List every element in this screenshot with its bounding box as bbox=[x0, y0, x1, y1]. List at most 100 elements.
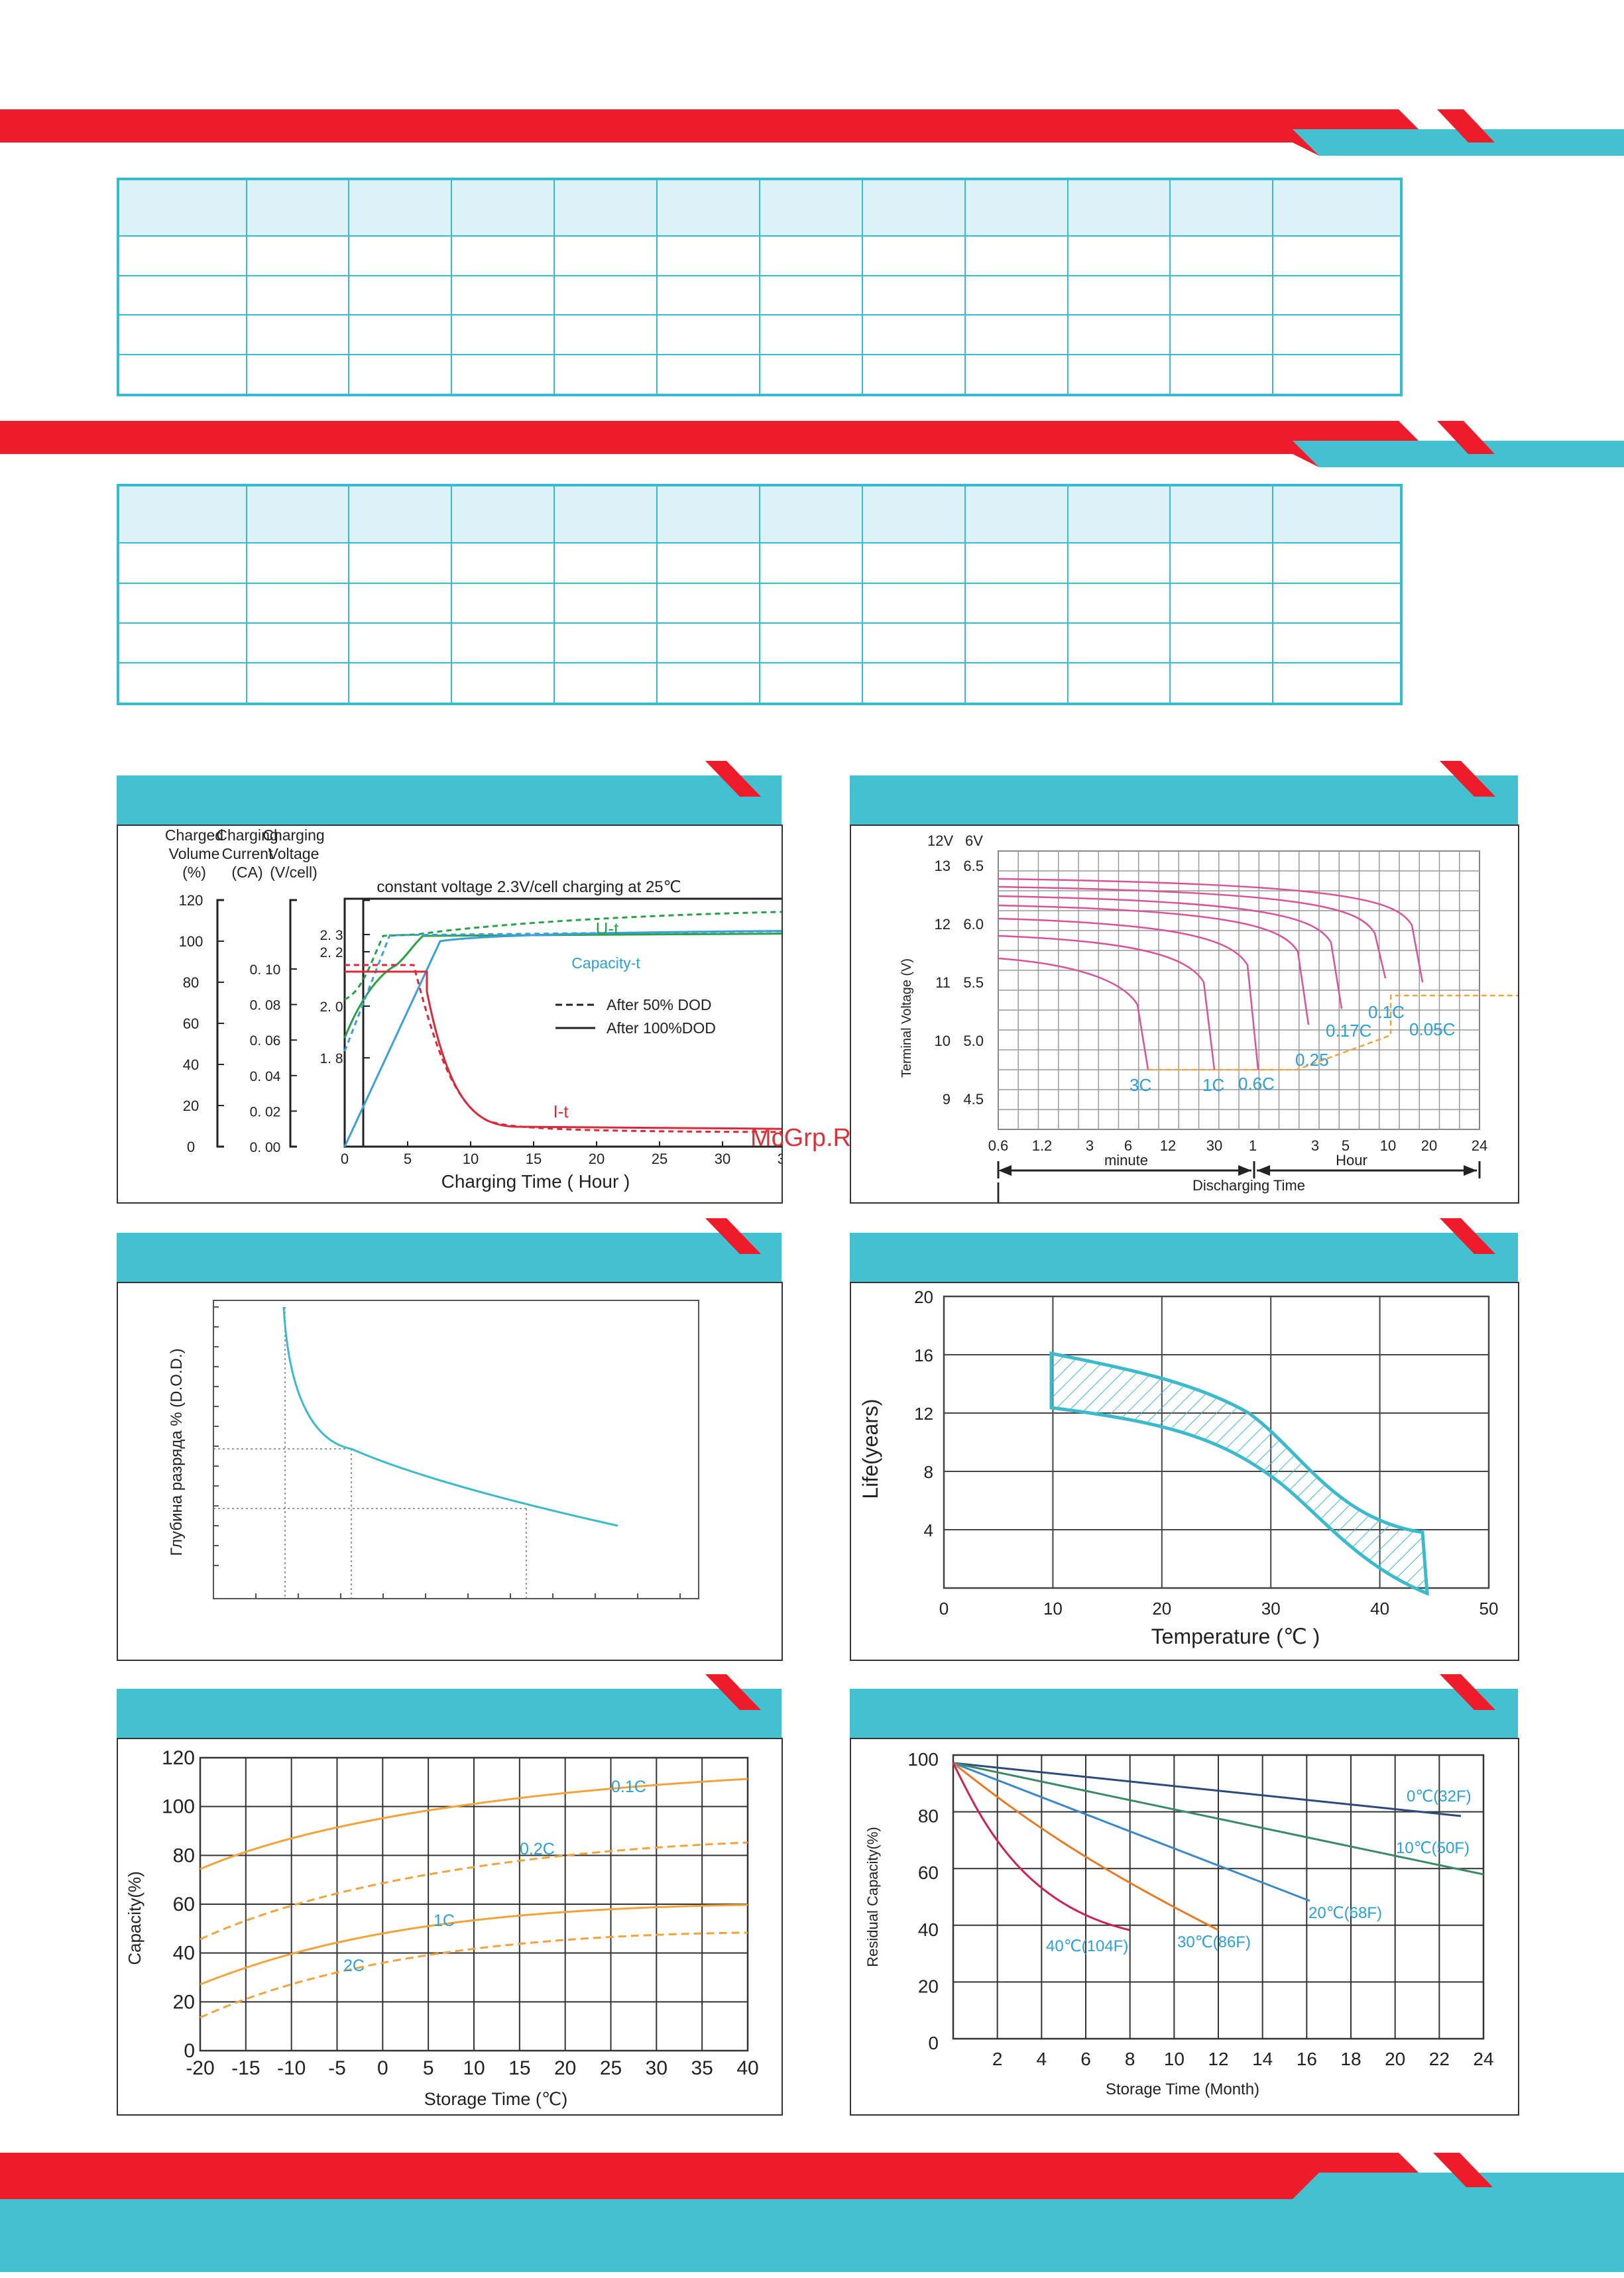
series-label-1c: 1C bbox=[434, 1911, 455, 1930]
x-tick: 50 bbox=[1479, 1599, 1499, 1619]
voltage-tick: 2. 2 bbox=[319, 945, 343, 960]
x-tick: 40 bbox=[736, 2057, 758, 2079]
x-axis-label: Temperature (℃ ) bbox=[1151, 1624, 1320, 1648]
y-tick: 80 bbox=[173, 1845, 195, 1866]
curve-2c bbox=[200, 1931, 748, 2019]
voltage-tick: 2. 0 bbox=[319, 999, 343, 1015]
x-tick: 25 bbox=[652, 1151, 667, 1167]
capacity-50-curve bbox=[343, 929, 849, 1052]
y-tick: 100 bbox=[907, 1749, 939, 1770]
x-axis-label: Discharging Time bbox=[1192, 1177, 1305, 1194]
x-tick: 24 bbox=[1472, 1137, 1487, 1154]
self-discharge-chart: 0℃(32F) 10℃(50F) 20℃(68F) 30℃(86F) 40℃(1… bbox=[864, 1749, 1494, 2098]
column-label: Charging bbox=[216, 826, 278, 844]
x-tick: 18 bbox=[1340, 2049, 1361, 2069]
discharge-curve bbox=[998, 957, 1149, 1070]
y-tick: 60 bbox=[918, 1862, 939, 1883]
capacity-label: Capacity-t bbox=[571, 954, 640, 972]
x-tick: 15 bbox=[526, 1151, 542, 1167]
column-label: Current bbox=[222, 845, 273, 862]
y-tick: 20 bbox=[918, 1976, 939, 1996]
x-tick: 10 bbox=[1043, 1599, 1063, 1619]
ut-50-curve bbox=[344, 909, 849, 1001]
y-axis-label: Life(years) bbox=[858, 1398, 882, 1499]
y-tick: 20 bbox=[173, 1991, 195, 2013]
volume-tick: 100 bbox=[179, 933, 203, 950]
label-12v: 12V bbox=[927, 832, 953, 849]
discharge-curve bbox=[998, 878, 1424, 983]
rate-label: 1C bbox=[1202, 1075, 1224, 1095]
volume-tick: 80 bbox=[183, 974, 199, 991]
voltage-tick: 1. 8 bbox=[319, 1051, 343, 1066]
voltage-axis bbox=[362, 899, 370, 1148]
series-label-10c: 10℃(50F) bbox=[1396, 1839, 1470, 1857]
current-tick: 0. 04 bbox=[250, 1069, 281, 1084]
y12-tick: 13 bbox=[935, 858, 951, 874]
dod-curve bbox=[282, 1306, 618, 1527]
spec-table-2 bbox=[117, 484, 1403, 705]
x-tick: 22 bbox=[1429, 2049, 1450, 2069]
column-label: Charged bbox=[165, 826, 223, 844]
y-axis-label: Глубина разряда % (D.O.D.) bbox=[168, 1348, 186, 1556]
x-tick: 3 bbox=[1086, 1137, 1094, 1154]
y6-tick: 6.5 bbox=[963, 858, 984, 874]
curve-0c bbox=[953, 1762, 1462, 1817]
x-tick: 30 bbox=[646, 2057, 667, 2079]
x-tick: 0 bbox=[341, 1151, 349, 1167]
x-tick: 24 bbox=[1473, 2049, 1493, 2069]
discharge-chart: 12V 6V Terminal Voltage (V) 1312111096.5… bbox=[899, 832, 1518, 1210]
current-tick: 0. 06 bbox=[250, 1033, 281, 1049]
hour-label: Hour bbox=[1336, 1152, 1367, 1168]
y6-tick: 5.5 bbox=[963, 974, 984, 991]
discharge-curve bbox=[998, 935, 1216, 1070]
series-label-2c: 2C bbox=[343, 1957, 365, 1975]
series-label-30c: 30℃(86F) bbox=[1177, 1933, 1251, 1951]
x-tick: 8 bbox=[1125, 2049, 1135, 2069]
label-6v: 6V bbox=[965, 832, 983, 849]
y-tick: 16 bbox=[914, 1345, 933, 1365]
x-tick: 35 bbox=[778, 1151, 782, 1167]
x-tick: 0 bbox=[939, 1599, 949, 1619]
x-tick: -20 bbox=[186, 2057, 214, 2079]
y12-tick: 12 bbox=[935, 916, 951, 933]
spec-table-1 bbox=[117, 178, 1403, 396]
x-tick: -10 bbox=[277, 2057, 306, 2079]
current-tick: 0. 10 bbox=[250, 962, 281, 978]
rate-label: 0.17C bbox=[1326, 1021, 1371, 1041]
x-tick: 20 bbox=[554, 2057, 576, 2079]
y12-tick: 10 bbox=[935, 1033, 951, 1049]
curve-01c bbox=[200, 1778, 748, 1870]
x-axis-label: Storage Time (℃) bbox=[424, 2089, 567, 2109]
x-tick: 12 bbox=[1208, 2049, 1228, 2069]
column-label: (%) bbox=[182, 864, 206, 881]
y-tick: 40 bbox=[918, 1919, 939, 1940]
x-tick: 1.2 bbox=[1032, 1137, 1053, 1154]
x-tick: 2 bbox=[992, 2049, 1003, 2069]
capacity-chart-panel: 0.1C 0.2C 1C 2C 120 100 80 60 40 20 0 -20 -15 -10… bbox=[117, 1738, 783, 2116]
x-tick: 15 bbox=[508, 2057, 530, 2079]
y-tick: 80 bbox=[918, 1806, 939, 1827]
curve-1c bbox=[200, 1904, 748, 1986]
x-tick: 0 bbox=[377, 2057, 388, 2079]
panel-header-selfdischarge bbox=[850, 1674, 1518, 1738]
x-tick: -5 bbox=[328, 2057, 346, 2079]
x-tick: 35 bbox=[691, 2057, 713, 2079]
dod-chart: Глубина разряда % (D.O.D.) bbox=[168, 1300, 699, 1599]
current-axis bbox=[289, 899, 297, 1148]
y6-tick: 5.0 bbox=[963, 1033, 984, 1049]
discharge-curve bbox=[998, 895, 1343, 1009]
current-tick: 0. 00 bbox=[250, 1140, 281, 1155]
life-band bbox=[1049, 1351, 1429, 1596]
x-tick: 14 bbox=[1252, 2049, 1273, 2069]
series-label-20c: 20℃(68F) bbox=[1308, 1904, 1382, 1922]
column-label: Charging bbox=[262, 826, 324, 844]
y6-tick: 6.0 bbox=[963, 916, 984, 933]
volume-tick: 60 bbox=[183, 1015, 199, 1032]
x-tick: 6 bbox=[1080, 2049, 1091, 2069]
x-tick: 10 bbox=[463, 2057, 485, 2079]
y-tick: 120 bbox=[162, 1747, 195, 1769]
end-voltage-line bbox=[1148, 994, 1518, 1071]
legend-50: After 50% DOD bbox=[607, 996, 712, 1013]
